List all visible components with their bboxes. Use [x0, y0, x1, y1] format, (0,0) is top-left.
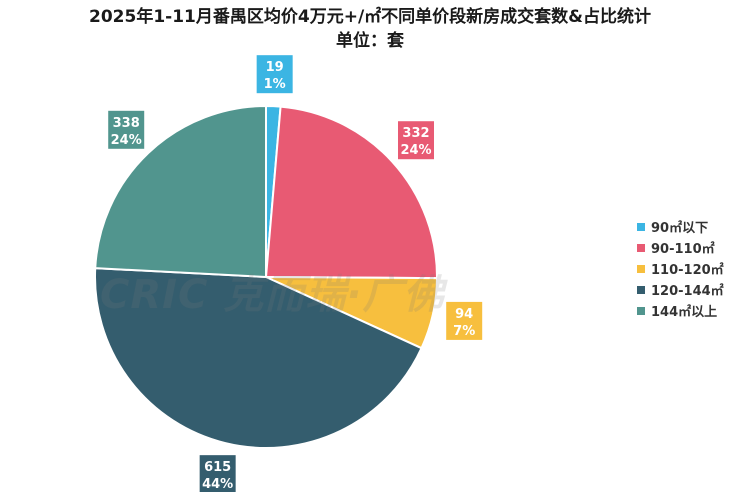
data-label-value: 338 — [113, 116, 140, 131]
legend-label: 144㎡以上 — [651, 305, 718, 320]
legend-label: 120-144㎡ — [651, 284, 724, 299]
data-label-percent: 24% — [111, 133, 142, 148]
data-label-percent: 1% — [264, 77, 286, 92]
legend-swatch — [637, 306, 645, 315]
legend-swatch — [637, 285, 645, 294]
legend-swatch — [637, 264, 645, 273]
data-label-percent: 7% — [453, 324, 475, 339]
pie-slice — [264, 105, 438, 280]
legend-swatch — [637, 243, 645, 252]
legend-label: 90㎡以下 — [651, 221, 709, 236]
chart-legend: 90㎡以下 90-110㎡ 110-120㎡ 120-144㎡ 144㎡以上 — [637, 216, 724, 321]
pie-slice — [94, 104, 267, 279]
legend-label: 110-120㎡ — [651, 263, 724, 278]
data-label-value: 615 — [204, 460, 231, 475]
legend-item: 120-144㎡ — [637, 279, 724, 300]
legend-item: 110-120㎡ — [637, 258, 724, 279]
chart-subtitle: 单位：套 — [336, 31, 404, 51]
legend-label: 90-110㎡ — [651, 242, 715, 257]
data-label: 191% — [256, 55, 293, 94]
legend-item: 90㎡以下 — [637, 216, 724, 237]
data-label-percent: 24% — [400, 143, 431, 158]
data-label-percent: 44% — [202, 477, 233, 492]
data-label-value: 332 — [402, 126, 429, 141]
data-label: 947% — [446, 301, 483, 340]
legend-swatch — [637, 222, 645, 231]
data-label-value: 19 — [266, 60, 284, 75]
chart-title: 2025年1-11月番禺区均价4万元+/㎡不同单价段新房成交套数&占比统计 — [89, 7, 651, 27]
data-label-value: 94 — [455, 307, 473, 322]
legend-item: 90-110㎡ — [637, 237, 724, 258]
legend-item: 144㎡以上 — [637, 300, 724, 321]
watermark: CRIC 克而瑞·广佛 — [100, 272, 445, 318]
pie-slice — [94, 267, 423, 449]
